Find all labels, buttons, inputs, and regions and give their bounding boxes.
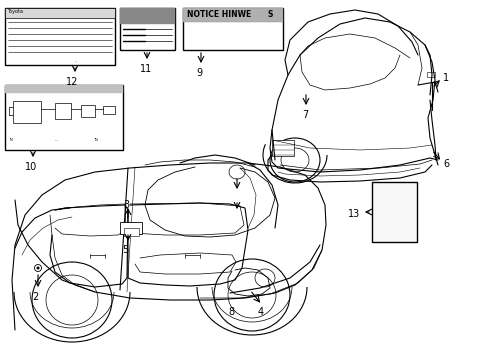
Text: IN: IN xyxy=(10,138,14,142)
Bar xyxy=(13,101,41,123)
Bar xyxy=(55,103,71,119)
Text: 4: 4 xyxy=(258,307,264,317)
Bar xyxy=(81,105,95,117)
Text: 11: 11 xyxy=(140,64,152,74)
Bar xyxy=(5,8,115,65)
Text: 6: 6 xyxy=(442,159,448,169)
Text: 7: 7 xyxy=(302,110,307,120)
Bar xyxy=(271,140,293,156)
Bar xyxy=(5,85,123,150)
Bar xyxy=(103,106,115,114)
Text: 2: 2 xyxy=(32,292,38,302)
Text: 13: 13 xyxy=(347,209,359,219)
Text: NOTICE HINWE: NOTICE HINWE xyxy=(186,10,251,19)
Bar xyxy=(5,85,123,93)
Circle shape xyxy=(35,265,41,271)
Text: Toyota: Toyota xyxy=(7,9,23,14)
Text: 3: 3 xyxy=(123,200,129,210)
Circle shape xyxy=(37,266,40,270)
Text: ---: --- xyxy=(55,138,59,142)
Text: 10: 10 xyxy=(25,162,37,172)
Bar xyxy=(183,8,283,50)
Bar xyxy=(120,222,142,234)
Text: S: S xyxy=(266,10,272,19)
Bar xyxy=(426,72,434,77)
Text: 1: 1 xyxy=(442,73,448,83)
Bar xyxy=(124,228,139,236)
Text: 12: 12 xyxy=(66,77,78,87)
Text: 8: 8 xyxy=(227,307,234,317)
Bar xyxy=(371,182,416,242)
Text: 9: 9 xyxy=(196,68,202,78)
Bar xyxy=(5,8,115,18)
Bar xyxy=(120,8,175,24)
Text: IN: IN xyxy=(95,138,99,142)
Text: --: -- xyxy=(75,59,77,63)
Text: 5: 5 xyxy=(122,245,128,255)
Bar xyxy=(183,8,283,22)
Bar xyxy=(120,8,175,50)
